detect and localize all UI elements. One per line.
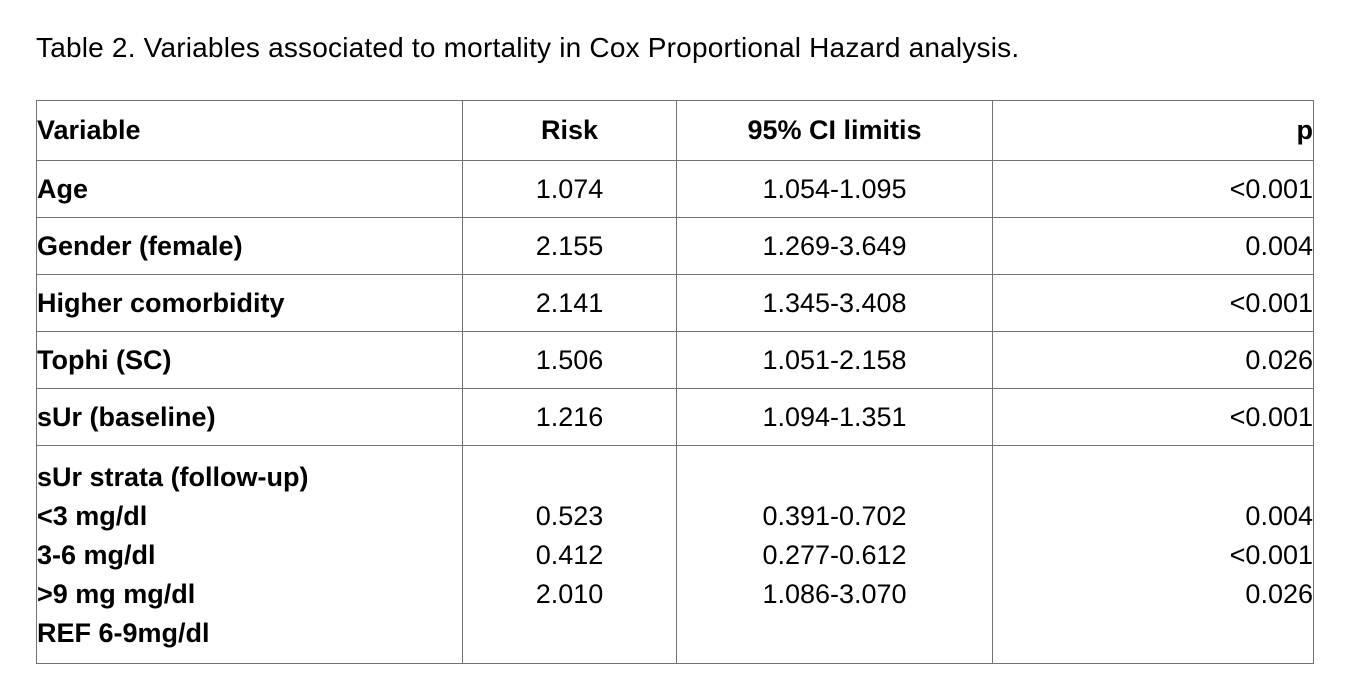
strata-label: sUr strata (follow-up) [37,462,309,492]
strata-p [994,458,1313,497]
cell-ci: 1.054-1.095 [676,160,993,218]
table-row: Age 1.074 1.054-1.095 <0.001 [36,160,1314,218]
cell-risk: 2.155 [462,217,677,275]
strata-ci [678,458,992,497]
cell-p: <0.001 [992,274,1314,332]
cell-variable: Age [36,160,463,218]
cell-p: <0.001 [992,388,1314,446]
cell-risk: 1.506 [462,331,677,389]
cell-risk: 1.074 [462,160,677,218]
col-header-ci: 95% CI limitis [676,100,993,161]
cell-p-strata: 0.004 <0.001 0.026 [992,445,1314,664]
cell-ci: 1.051-2.158 [676,331,993,389]
table-row: Higher comorbidity 2.141 1.345-3.408 <0.… [36,274,1314,332]
cell-ci-strata: 0.391-0.702 0.277-0.612 1.086-3.070 [676,445,993,664]
cell-p: 0.026 [992,331,1314,389]
strata-risk: 2.010 [535,579,604,609]
cell-risk: 1.216 [462,388,677,446]
cell-p: 0.004 [992,217,1314,275]
cell-ci: 1.094-1.351 [676,388,993,446]
results-table: Variable Risk 95% CI limitis p Age 1.074… [36,100,1314,664]
table-row-strata: sUr strata (follow-up) <3 mg/dl 3-6 mg/d… [36,445,1314,664]
cell-variable-strata: sUr strata (follow-up) <3 mg/dl 3-6 mg/d… [36,445,463,664]
table-row: Gender (female) 2.155 1.269-3.649 0.004 [36,217,1314,275]
page-title: Table 2. Variables associated to mortali… [36,32,1020,63]
strata-risk: 0.412 [535,540,604,570]
cell-risk: 2.141 [462,274,677,332]
strata-p: 0.004 [1245,501,1313,531]
col-header-p: p [992,100,1314,161]
strata-label: >9 mg mg/dl [37,579,196,609]
strata-ci: 1.086-3.070 [762,579,907,609]
cell-ci: 1.269-3.649 [676,217,993,275]
table-row: sUr (baseline) 1.216 1.094-1.351 <0.001 [36,388,1314,446]
header-row: Variable Risk 95% CI limitis p [36,100,1314,161]
strata-p [994,614,1313,653]
strata-risk [464,614,676,653]
strata-ci: 0.391-0.702 [762,501,907,531]
strata-p: <0.001 [1229,540,1313,570]
cell-ci: 1.345-3.408 [676,274,993,332]
strata-p: 0.026 [1245,579,1313,609]
cell-risk-strata: 0.523 0.412 2.010 [462,445,677,664]
strata-ci [678,614,992,653]
cell-variable: Gender (female) [36,217,463,275]
strata-risk: 0.523 [535,501,604,531]
table-row: Tophi (SC) 1.506 1.051-2.158 0.026 [36,331,1314,389]
cell-p: <0.001 [992,160,1314,218]
col-header-variable: Variable [36,100,463,161]
cell-variable: Higher comorbidity [36,274,463,332]
cell-variable: Tophi (SC) [36,331,463,389]
strata-label: <3 mg/dl [37,501,148,531]
table-header: Variable Risk 95% CI limitis p [36,100,1314,161]
strata-label: REF 6-9mg/dl [37,618,210,648]
strata-label: 3-6 mg/dl [37,540,156,570]
strata-ci: 0.277-0.612 [762,540,907,570]
cell-variable: sUr (baseline) [36,388,463,446]
strata-risk [464,458,676,497]
col-header-risk: Risk [462,100,677,161]
